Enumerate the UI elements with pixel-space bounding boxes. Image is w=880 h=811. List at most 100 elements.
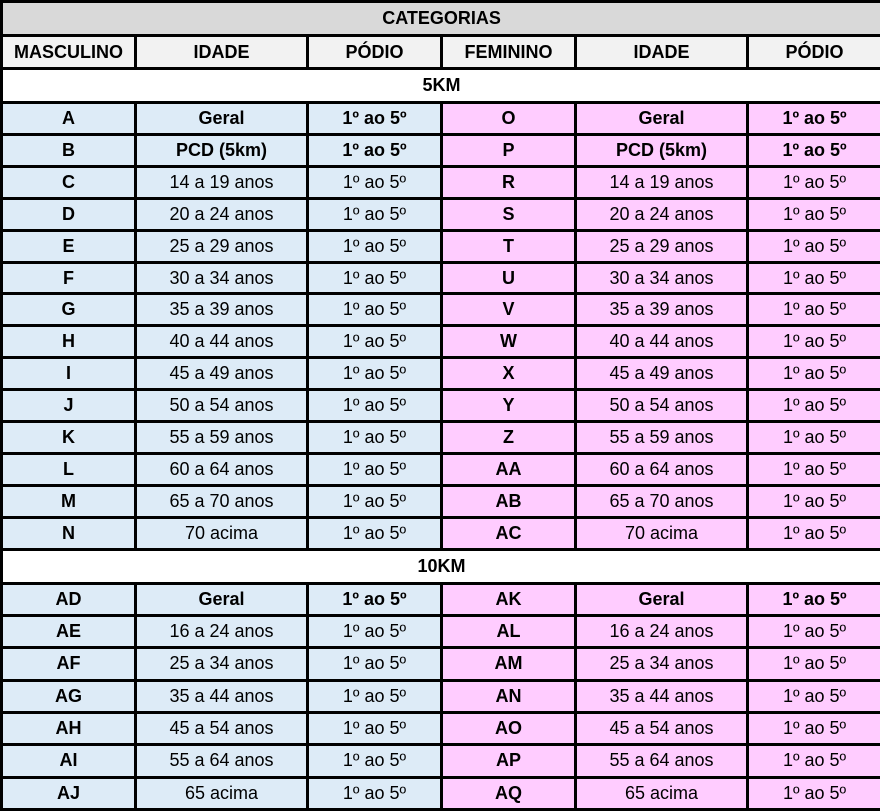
table-row: AG 35 a 44 anos 1º ao 5º AN 35 a 44 anos 1º a… xyxy=(0,678,880,714)
male-podium: 1º ao 5º xyxy=(306,324,443,360)
female-podium: 1º ao 5º xyxy=(745,356,880,392)
male-podium: 1º ao 5º xyxy=(306,775,443,811)
male-podium: 1º ao 5º xyxy=(306,613,443,650)
female-age: 65 a 70 anos xyxy=(574,483,749,519)
male-category: D xyxy=(0,196,137,232)
male-category: M xyxy=(0,483,137,519)
table-row: M 65 a 70 anos 1º ao 5º AB 65 a 70 anos 1º ao… xyxy=(0,483,880,519)
female-podium: 1º ao 5º xyxy=(745,483,880,519)
female-age: 65 acima xyxy=(574,775,749,811)
table-row: C 14 a 19 anos 1º ao 5º R 14 a 19 anos 1º ao … xyxy=(0,164,880,200)
female-age: 35 a 39 anos xyxy=(574,292,749,328)
male-age: 14 a 19 anos xyxy=(134,164,309,200)
male-podium: 1º ao 5º xyxy=(306,678,443,714)
male-category: AI xyxy=(0,743,137,779)
female-podium: 1º ao 5º xyxy=(745,228,880,264)
male-age: 45 a 49 anos xyxy=(134,356,309,392)
male-category: AE xyxy=(0,613,137,650)
header-idade-f: IDADE xyxy=(574,34,749,71)
female-podium: 1º ao 5º xyxy=(745,164,880,200)
male-age: 55 a 64 anos xyxy=(134,743,309,779)
male-age: 25 a 29 anos xyxy=(134,228,309,264)
table-row: E 25 a 29 anos 1º ao 5º T 25 a 29 anos 1º ao … xyxy=(0,228,880,264)
male-podium: 1º ao 5º xyxy=(306,581,443,618)
female-podium: 1º ao 5º xyxy=(745,515,880,551)
section-row: 10KM xyxy=(0,547,880,585)
male-age: Geral xyxy=(134,101,309,137)
female-age: 16 a 24 anos xyxy=(574,613,749,650)
female-age: Geral xyxy=(574,581,749,618)
male-age: 70 acima xyxy=(134,515,309,551)
female-podium: 1º ao 5º xyxy=(745,420,880,455)
female-age: 20 a 24 anos xyxy=(574,196,749,232)
header-podio-f: PÓDIO xyxy=(745,34,880,71)
male-podium: 1º ao 5º xyxy=(306,101,443,137)
female-podium: 1º ao 5º xyxy=(745,324,880,360)
female-podium: 1º ao 5º xyxy=(745,613,880,650)
female-category: AM xyxy=(440,646,577,682)
header-masculino: MASCULINO xyxy=(0,34,137,71)
male-age: 55 a 59 anos xyxy=(134,420,309,455)
female-age: 70 acima xyxy=(574,515,749,551)
female-category: AN xyxy=(440,678,577,714)
header-feminino: FEMININO xyxy=(440,34,577,71)
male-category: J xyxy=(0,388,137,424)
table-row: AD Geral 1º ao 5º AK Geral 1º ao 5º xyxy=(0,581,880,618)
male-podium: 1º ao 5º xyxy=(306,356,443,392)
male-podium: 1º ao 5º xyxy=(306,646,443,682)
female-age: 25 a 34 anos xyxy=(574,646,749,682)
section-row: 5KM xyxy=(0,67,880,105)
female-category: AQ xyxy=(440,775,577,811)
female-age: 40 a 44 anos xyxy=(574,324,749,360)
female-category: W xyxy=(440,324,577,360)
male-category: AG xyxy=(0,678,137,714)
male-podium: 1º ao 5º xyxy=(306,710,443,747)
male-age: 50 a 54 anos xyxy=(134,388,309,424)
female-category: AB xyxy=(440,483,577,519)
male-age: 45 a 54 anos xyxy=(134,710,309,747)
female-podium: 1º ao 5º xyxy=(745,260,880,296)
female-podium: 1º ao 5º xyxy=(745,101,880,137)
male-podium: 1º ao 5º xyxy=(306,164,443,200)
male-age: 20 a 24 anos xyxy=(134,196,309,232)
male-age: 65 a 70 anos xyxy=(134,483,309,519)
male-age: 30 a 34 anos xyxy=(134,260,309,296)
table-row: A Geral 1º ao 5º O Geral 1º ao 5º xyxy=(0,101,880,137)
male-podium: 1º ao 5º xyxy=(306,196,443,232)
female-age: 50 a 54 anos xyxy=(574,388,749,424)
male-podium: 1º ao 5º xyxy=(306,260,443,296)
male-category: I xyxy=(0,356,137,392)
female-category: Z xyxy=(440,420,577,455)
male-age: 16 a 24 anos xyxy=(134,613,309,650)
table-row: AH 45 a 54 anos 1º ao 5º AO 45 a 54 anos 1º a… xyxy=(0,710,880,747)
table-row: N 70 acima 1º ao 5º AC 70 acima 1º ao 5º xyxy=(0,515,880,551)
male-category: F xyxy=(0,260,137,296)
female-age: 45 a 49 anos xyxy=(574,356,749,392)
male-category: G xyxy=(0,292,137,328)
female-age: 55 a 59 anos xyxy=(574,420,749,455)
female-category: AC xyxy=(440,515,577,551)
male-category: AF xyxy=(0,646,137,682)
male-age: 65 acima xyxy=(134,775,309,811)
female-category: AP xyxy=(440,743,577,779)
title-row: CATEGORIAS xyxy=(0,0,880,38)
female-podium: 1º ao 5º xyxy=(745,710,880,747)
male-podium: 1º ao 5º xyxy=(306,743,443,779)
male-podium: 1º ao 5º xyxy=(306,292,443,328)
male-age: PCD (5km) xyxy=(134,133,309,168)
table-title: CATEGORIAS xyxy=(0,0,880,38)
female-age: 14 a 19 anos xyxy=(574,164,749,200)
female-category: P xyxy=(440,133,577,168)
male-category: A xyxy=(0,101,137,137)
female-category: S xyxy=(440,196,577,232)
female-podium: 1º ao 5º xyxy=(745,292,880,328)
female-podium: 1º ao 5º xyxy=(745,678,880,714)
table-row: AJ 65 acima 1º ao 5º AQ 65 acima 1º ao 5º xyxy=(0,775,880,811)
male-category: C xyxy=(0,164,137,200)
female-podium: 1º ao 5º xyxy=(745,196,880,232)
female-podium: 1º ao 5º xyxy=(745,743,880,779)
male-age: 25 a 34 anos xyxy=(134,646,309,682)
table-row: K 55 a 59 anos 1º ao 5º Z 55 a 59 anos 1º ao … xyxy=(0,420,880,455)
header-row: MASCULINO IDADE PÓDIO FEMININO IDADE PÓD… xyxy=(0,34,880,71)
